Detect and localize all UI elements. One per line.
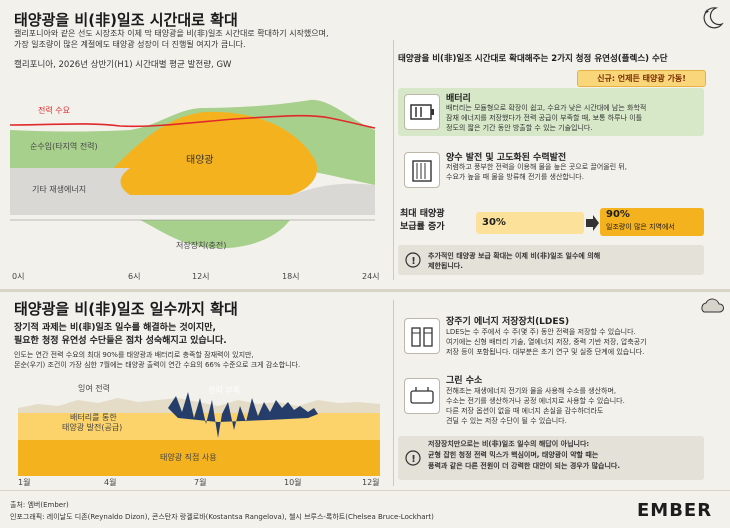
battery-card: [398, 88, 704, 136]
x-tick-24: 24시: [362, 272, 380, 281]
hydrogen-body-1: 전해조는 재생에너지 전기와 물을 사용해 수소를 생산하며,: [446, 387, 617, 395]
footer-source: 출처: 엠버(Ember): [10, 501, 69, 509]
moon-icon: ✦: [703, 7, 724, 29]
ldes-body-3: 저장 등이 포함됩니다. 대부분은 초기 연구 및 실증 단계에 있습니다.: [446, 348, 645, 356]
hydro-title: 양수 발전 및 고도화된 수력발전: [446, 153, 567, 163]
x-tick-12: 12시: [192, 272, 210, 281]
ember-logo: EMBER: [637, 500, 713, 521]
x-tick-apr: 4월: [104, 478, 117, 487]
top-note-card: [398, 245, 704, 275]
growth-from-box: 30%: [476, 212, 584, 234]
svg-text:✦: ✦: [704, 8, 710, 16]
hydro-dam-icon: [404, 152, 440, 188]
hydrogen-title: 그린 수소: [446, 376, 483, 386]
bottom-note-2: 균형 잡힌 청정 전력 믹스가 핵심이며, 태양광이 약할 때는: [428, 451, 599, 459]
shortage-area: [168, 392, 318, 438]
top-title: 태양광을 비(非)일조 시간대로 확대: [14, 11, 238, 29]
top-note-1: 추가적인 태양광 보급 확대는 이제 비(非)일조 일수에 의해: [428, 252, 601, 260]
label-battery-supply-1: 배터리를 통한: [70, 413, 117, 422]
bottom-body-2: 몬순(우기) 조건이 가장 심한 7월에는 태양광 출력이 연간 수요의 66%…: [14, 361, 301, 369]
x-tick-dec: 12월: [362, 478, 380, 487]
bottom-note-3: 풍력과 같은 다른 전원이 더 강력한 대안이 되는 경우가 많습니다.: [428, 462, 621, 470]
battery-body-1: 배터리는 모듈형으로 확장이 쉽고, 수요가 낮은 시간대에 남는 화학적: [446, 104, 647, 112]
bottom-note-card: [398, 436, 704, 480]
label-storage: 저장장치(충전): [176, 241, 227, 250]
hydrogen-body-2: 수소는 전기를 생산하거나 공정 에너지로 사용할 수 있습니다.: [446, 397, 625, 405]
storage-charging-area: [140, 220, 290, 249]
x-tick-jul: 7월: [194, 478, 207, 487]
label-other-renewables: 기타 재생에너지: [32, 185, 87, 194]
top-intro-line-1: 캘리포니아와 같은 선도 시장조차 이제 막 태양광을 비(非)일조 시간대로 …: [14, 29, 329, 38]
hydrogen-body-4: 견딜 수 있는 저장 수단이 될 수 있습니다.: [446, 417, 567, 425]
arrow-right-icon: [586, 215, 599, 231]
ldes-body-1: LDES는 수 주에서 수 주(몇 주) 동안 전력을 저장할 수 있습니다.: [446, 328, 636, 336]
demand-line: [10, 114, 376, 129]
label-battery-supply-2: 태양광 발전(공급): [62, 423, 123, 432]
top-intro-line-2: 가장 일조량이 많은 계절에도 태양광 성장이 더 진행될 여지가 큽니다.: [14, 40, 246, 49]
direct-solar-area: [18, 440, 380, 476]
bottom-title: 태양광을 비(非)일조 일수까지 확대: [14, 300, 238, 318]
ldes-storage-icon: [404, 318, 440, 354]
battery-icon: [404, 94, 440, 130]
x-tick-jan: 1월: [18, 478, 31, 487]
growth-to-box: 90% 일조량이 많은 지역에서: [600, 208, 704, 236]
battery-body-3: 정도의 짧은 기간 동안 방출할 수 있는 기술입니다.: [446, 124, 593, 132]
hydrogen-icon: [404, 378, 440, 414]
battery-supply-area: [18, 413, 380, 440]
other-renewables-area: [10, 168, 375, 215]
hydro-body-1: 저렴하고 풍부한 전력을 이용해 물을 높은 곳으로 끌어올린 뒤,: [446, 163, 628, 171]
growth-label-1: 최대 태양광: [400, 209, 445, 219]
ldes-body-2: 여기에는 신형 배터리 기술, 열에너지 저장, 중력 기반 저장, 압축공기: [446, 338, 647, 346]
growth-label-2: 보급률 증가: [400, 222, 445, 232]
footer-credits: 인포그래픽: 레이날도 디존(Reynaldo Dizon), 콘스탄자 랑겔로…: [10, 513, 434, 521]
info-icon: !: [405, 252, 421, 268]
badge-anytime-solar: 신규: 언제든 태양광 가동!: [577, 70, 706, 87]
x-tick-oct: 10월: [284, 478, 302, 487]
label-solar: 태양광: [186, 155, 214, 166]
label-demand: 전력 수요: [38, 106, 70, 115]
label-imports: 순수입(타지역 전력): [30, 142, 98, 151]
info-icon: !: [405, 450, 421, 466]
hydrogen-body-3: 다른 저장 옵션이 없을 때 에너지 손실을 감수하더라도: [446, 407, 604, 415]
svg-text:!: !: [411, 256, 416, 267]
x-tick-18: 18시: [282, 272, 300, 281]
bottom-note-1: 저장장치만으로는 비(非)일조 일수의 해답이 아닙니다:: [428, 440, 590, 448]
svg-text:!: !: [411, 454, 416, 465]
bottom-lead-2: 필요한 청정 유연성 수단들은 점차 성숙해지고 있습니다.: [14, 336, 227, 346]
right-top-heading: 태양광을 비(非)일조 시간대로 확대해주는 2가지 청정 유연성(플렉스) 수…: [398, 54, 668, 64]
label-direct-solar: 태양광 직접 사용: [160, 453, 217, 462]
top-note-2: 제한됩니다.: [428, 262, 463, 270]
solar-area: [109, 111, 318, 195]
ldes-title: 장주기 에너지 저장장치(LDES): [446, 317, 570, 327]
label-shortage: 전력 부족: [208, 386, 240, 395]
x-tick-0: 0시: [12, 272, 25, 281]
hydro-body-2: 수요가 높을 때 물을 방류해 전기를 생산합니다.: [446, 173, 584, 181]
bottom-lead-1: 장기적 과제는 비(非)일조 일수를 해결하는 것이지만,: [14, 323, 216, 333]
battery-title: 배터리: [446, 94, 471, 104]
label-surplus: 잉여 전력: [78, 384, 110, 393]
chart-title: 캘리포니아, 2026년 상반기(H1) 시간대별 평균 발전량, GW: [14, 60, 232, 70]
yearly-solar-chart: [18, 378, 380, 476]
daily-generation-chart: [10, 99, 376, 249]
x-tick-6: 6시: [128, 272, 141, 281]
battery-body-2: 잠재 에너지를 저장했다가 전력 공급이 부족할 때, 보통 하루나 이틀: [446, 114, 643, 122]
cloud-icon: [701, 298, 724, 313]
bottom-body-1: 인도는 연간 전력 수요의 최대 90%를 태양광과 배터리로 충족할 잠재력이…: [14, 351, 254, 359]
